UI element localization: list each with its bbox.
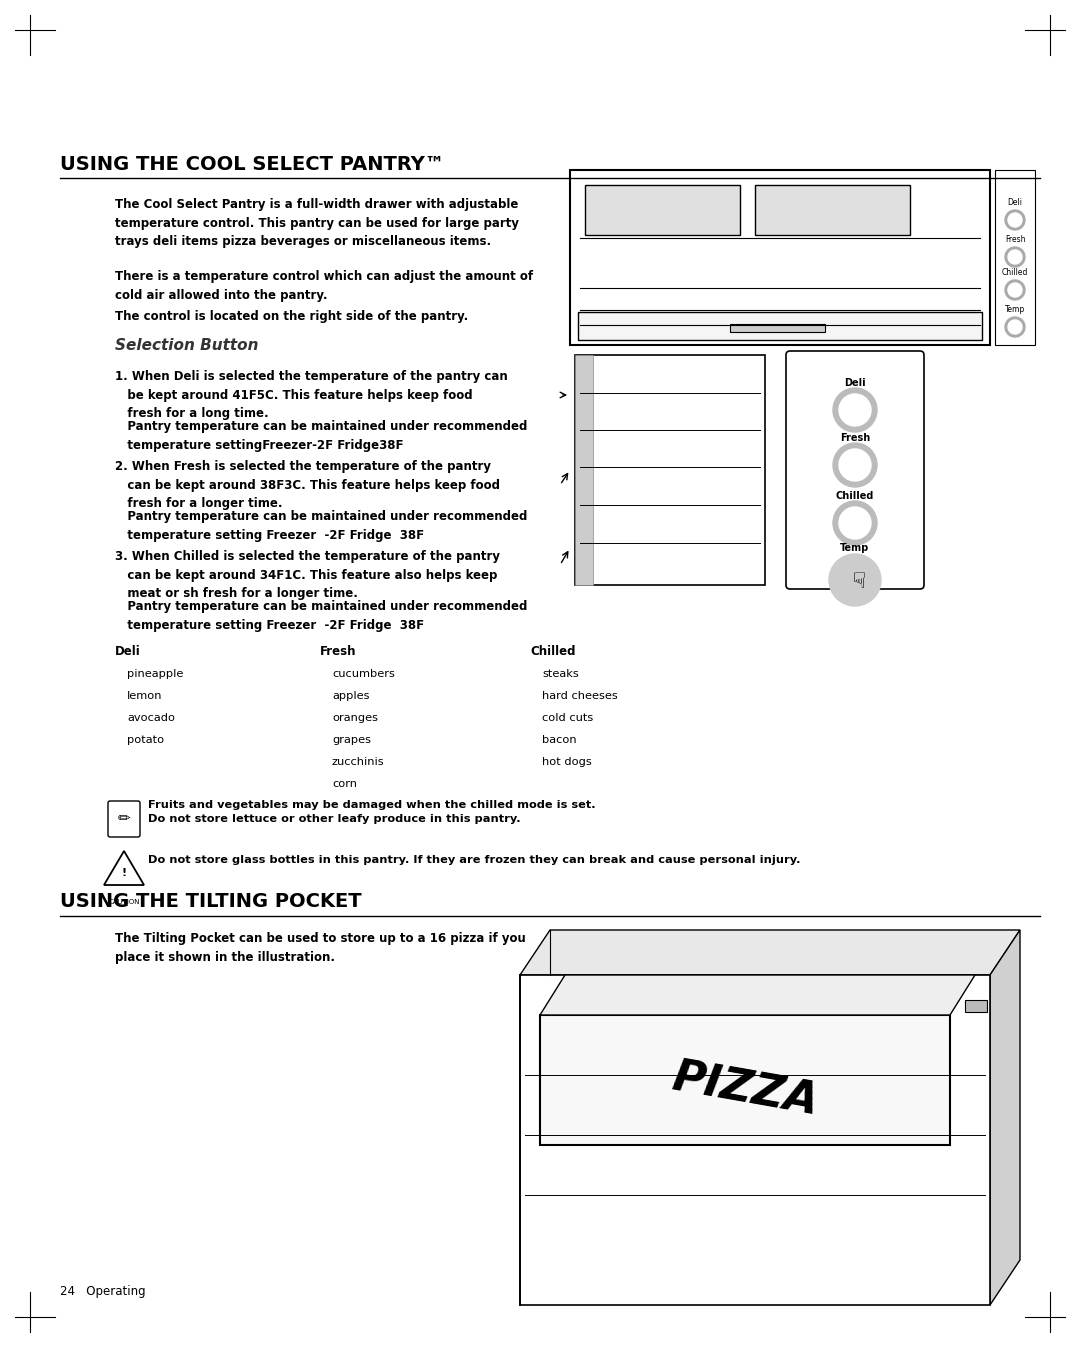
Circle shape [1008, 251, 1022, 264]
Circle shape [839, 395, 870, 426]
Text: The Tilting Pocket can be used to store up to a 16 pizza if you
place it shown i: The Tilting Pocket can be used to store … [114, 932, 526, 963]
Text: hard cheeses: hard cheeses [542, 691, 618, 700]
Text: Chilled: Chilled [530, 645, 576, 657]
Text: ✏: ✏ [118, 811, 131, 827]
Text: Deli: Deli [114, 645, 140, 657]
Polygon shape [575, 356, 765, 585]
Polygon shape [104, 851, 144, 885]
Text: Chilled: Chilled [836, 492, 874, 501]
Text: cucumbers: cucumbers [332, 669, 395, 679]
Circle shape [833, 501, 877, 546]
Text: Fresh: Fresh [320, 645, 356, 657]
Text: Fruits and vegetables may be damaged when the chilled mode is set.
Do not store : Fruits and vegetables may be damaged whe… [148, 800, 596, 824]
Circle shape [1008, 213, 1022, 228]
Circle shape [839, 506, 870, 539]
Text: Pantry temperature can be maintained under recommended
   temperature setting Fr: Pantry temperature can be maintained und… [114, 599, 527, 632]
Text: The Cool Select Pantry is a full-width drawer with adjustable
temperature contro: The Cool Select Pantry is a full-width d… [114, 198, 519, 248]
Text: 24   Operating: 24 Operating [60, 1285, 146, 1299]
Text: Do not store glass bottles in this pantry. If they are frozen they can break and: Do not store glass bottles in this pantr… [148, 855, 800, 865]
Circle shape [833, 443, 877, 488]
Polygon shape [519, 975, 990, 1305]
Polygon shape [540, 1016, 950, 1145]
Circle shape [839, 449, 870, 481]
Bar [570, 170, 990, 345]
Text: Temp: Temp [1004, 304, 1025, 314]
Text: 1. When Deli is selected the temperature of the pantry can
   be kept around 41F: 1. When Deli is selected the temperature… [114, 370, 508, 420]
Circle shape [1005, 317, 1025, 337]
Polygon shape [990, 929, 1020, 1305]
Text: pineapple: pineapple [127, 669, 184, 679]
Text: USING THE COOL SELECT PANTRY™: USING THE COOL SELECT PANTRY™ [60, 155, 444, 174]
Text: grapes: grapes [332, 735, 372, 745]
Circle shape [1005, 210, 1025, 230]
Bar [995, 170, 1035, 345]
Circle shape [1005, 247, 1025, 267]
Text: Fresh: Fresh [1004, 234, 1025, 244]
Text: !: ! [121, 867, 126, 878]
Text: hot dogs: hot dogs [542, 757, 592, 766]
Text: potato: potato [127, 735, 164, 745]
Text: Selection Button: Selection Button [114, 338, 258, 353]
Text: CAUTION: CAUTION [108, 898, 139, 905]
Polygon shape [519, 929, 1020, 975]
Text: USING THE TILTING POCKET: USING THE TILTING POCKET [60, 892, 362, 911]
Circle shape [1008, 283, 1022, 296]
Text: Temp: Temp [840, 543, 869, 554]
Text: There is a temperature control which can adjust the amount of
cold air allowed i: There is a temperature control which can… [114, 269, 534, 302]
Text: bacon: bacon [542, 735, 577, 745]
Bar [575, 356, 593, 585]
Text: cold cuts: cold cuts [542, 713, 593, 723]
Bar [755, 185, 910, 234]
Circle shape [833, 388, 877, 432]
Polygon shape [540, 975, 975, 1016]
Text: Pantry temperature can be maintained under recommended
   temperature setting Fr: Pantry temperature can be maintained und… [114, 511, 527, 541]
Text: 3. When Chilled is selected the temperature of the pantry
   can be kept around : 3. When Chilled is selected the temperat… [114, 550, 500, 599]
Text: zucchinis: zucchinis [332, 757, 384, 766]
Text: apples: apples [332, 691, 369, 700]
Text: Chilled: Chilled [1002, 268, 1028, 277]
Bar [585, 185, 740, 234]
Bar [966, 999, 987, 1012]
Text: Pantry temperature can be maintained under recommended
   temperature settingFre: Pantry temperature can be maintained und… [114, 420, 527, 451]
Text: The control is located on the right side of the pantry.: The control is located on the right side… [114, 310, 469, 323]
Bar [730, 325, 825, 331]
Text: Fresh: Fresh [840, 432, 870, 443]
FancyBboxPatch shape [108, 801, 140, 836]
Text: ☞: ☞ [845, 570, 865, 590]
Text: 2. When Fresh is selected the temperature of the pantry
   can be kept around 38: 2. When Fresh is selected the temperatur… [114, 459, 500, 511]
Circle shape [1005, 280, 1025, 300]
Text: PIZZA: PIZZA [669, 1056, 822, 1123]
Text: Deli: Deli [1008, 198, 1023, 207]
Text: Deli: Deli [845, 379, 866, 388]
Text: lemon: lemon [127, 691, 162, 700]
Text: corn: corn [332, 779, 357, 789]
Text: avocado: avocado [127, 713, 175, 723]
Circle shape [1008, 321, 1022, 334]
Bar [578, 313, 982, 339]
Text: steaks: steaks [542, 669, 579, 679]
FancyBboxPatch shape [786, 352, 924, 589]
Circle shape [829, 554, 881, 606]
Text: oranges: oranges [332, 713, 378, 723]
